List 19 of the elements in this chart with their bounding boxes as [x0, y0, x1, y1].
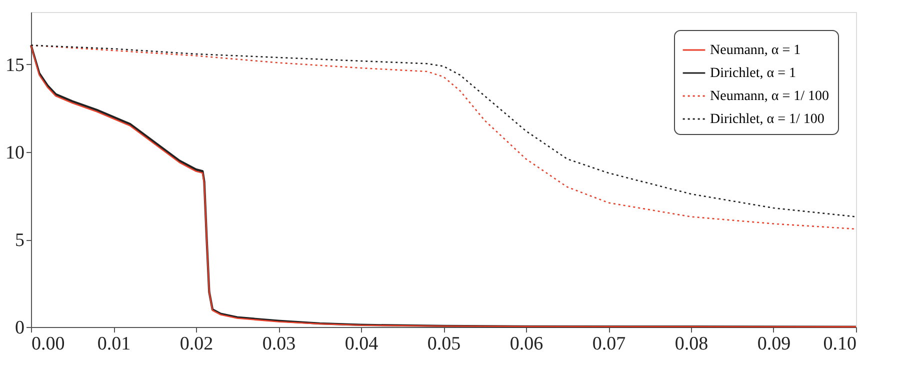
legend-label: Neumann, α = 1/ 100	[710, 89, 830, 104]
legend-label: Neumann, α = 1	[710, 43, 801, 58]
x-tick-label: 0.00	[32, 334, 65, 354]
x-tick-label: 0.09	[757, 334, 791, 354]
x-tick-label: 0.01	[97, 334, 131, 354]
y-tick-label: 15	[6, 55, 24, 76]
x-tick-label: 0.02	[180, 334, 214, 354]
y-tick-label: 0	[15, 318, 24, 338]
x-tick-label: 0.06	[510, 334, 544, 354]
x-tick-label: 0.04	[344, 334, 379, 354]
y-tick-label: 5	[15, 230, 24, 251]
x-tick-label: 0.07	[592, 334, 626, 354]
legend-label: Dirichlet, α = 1/ 100	[710, 112, 824, 127]
x-tick-label: 0.10	[823, 334, 856, 354]
y-tick-label: 10	[6, 142, 24, 164]
x-tick-label: 0.03	[262, 334, 296, 354]
legend-label: Dirichlet, α = 1	[710, 66, 796, 81]
x-tick-label: 0.08	[674, 334, 708, 354]
x-tick-label: 0.05	[427, 334, 461, 354]
